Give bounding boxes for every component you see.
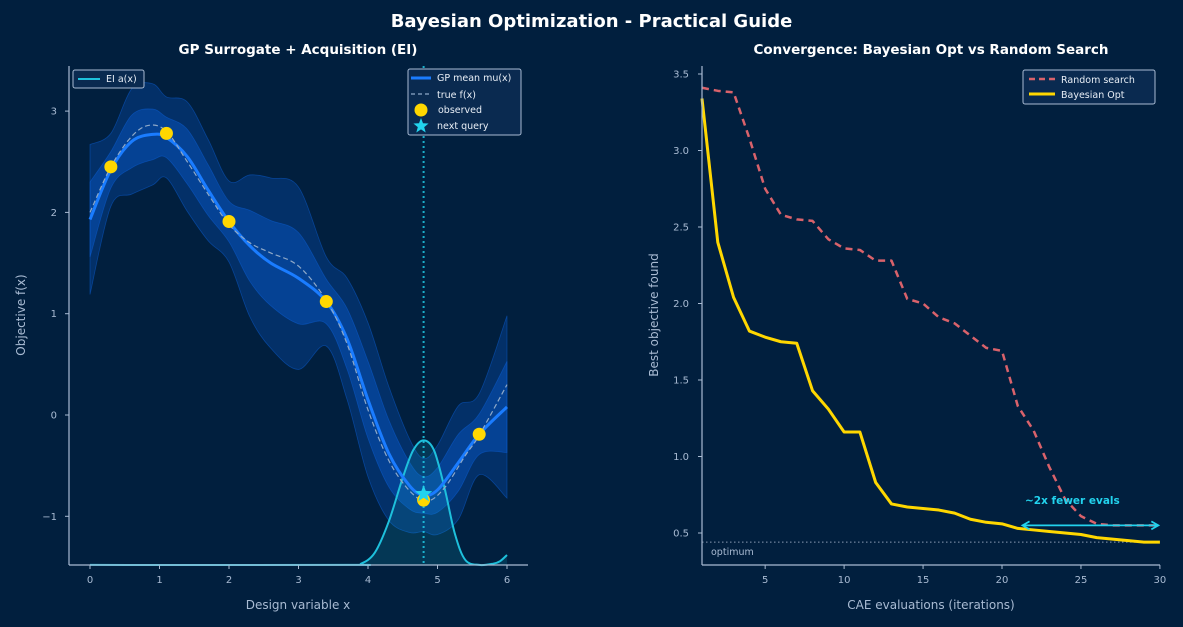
observed-point <box>472 427 486 441</box>
random-search-line <box>701 86 1160 527</box>
y-tick-label: 2.5 <box>673 223 689 234</box>
observed-point <box>104 160 118 174</box>
next-query-star <box>415 485 433 502</box>
legend-true-f-label: true f(x) <box>437 90 476 101</box>
legend-observed-marker <box>414 103 428 117</box>
x-tick-label: 5 <box>434 575 440 586</box>
y-tick-label: −1 <box>42 512 57 523</box>
annotation-text: ~2x fewer evals <box>1025 495 1120 507</box>
y-tick-label: 3.0 <box>673 146 689 157</box>
observed-point <box>159 126 173 140</box>
left-x-ticks: 0 1 2 3 4 5 6 <box>87 565 510 586</box>
figure-title: Bayesian Optimization - Practical Guide <box>390 11 793 32</box>
gp-mean-line <box>88 132 509 497</box>
left-y-ticks: −1 0 1 2 3 <box>42 107 69 523</box>
arrow-heads-icon <box>1020 520 1161 531</box>
x-tick-label: 20 <box>996 575 1009 586</box>
legend-convergence: Random search Bayesian Opt <box>1022 69 1156 105</box>
observed-point <box>222 215 236 229</box>
right-plot-area <box>700 86 1161 544</box>
legend-gp: GP mean mu(x) true f(x) observed next qu… <box>407 68 522 136</box>
y-tick-label: 0.5 <box>673 529 689 540</box>
x-tick-label: 10 <box>838 575 851 586</box>
convergence-chart: Convergence: Bayesian Opt vs Random Sear… <box>647 42 1166 612</box>
ei-fill <box>90 440 507 566</box>
y-tick-label: 2 <box>51 208 57 219</box>
legend-next-query-label: next query <box>437 121 489 132</box>
y-tick-label: 3 <box>51 107 57 118</box>
x-tick-label: 0 <box>87 575 93 586</box>
gp-confidence-band-1sigma <box>89 108 508 515</box>
true-f-line <box>89 124 508 502</box>
right-chart-title: Convergence: Bayesian Opt vs Random Sear… <box>753 42 1108 58</box>
y-tick-label: 2.0 <box>673 299 689 310</box>
legend-ei-label: EI a(x) <box>106 74 137 85</box>
x-tick-label: 6 <box>504 575 510 586</box>
right-x-label: CAE evaluations (iterations) <box>847 598 1014 612</box>
y-tick-label: 0 <box>51 411 57 422</box>
x-tick-label: 3 <box>295 575 301 586</box>
x-tick-label: 15 <box>917 575 930 586</box>
x-tick-label: 5 <box>762 575 768 586</box>
legend-bayes-label: Bayesian Opt <box>1061 90 1125 101</box>
right-y-ticks: 0.5 1.0 1.5 2.0 2.5 3.0 3.5 <box>673 70 702 540</box>
legend-star-icon <box>413 118 429 133</box>
optimum-label: optimum <box>711 547 754 558</box>
legend-random-label: Random search <box>1061 75 1135 86</box>
x-tick-label: 1 <box>156 575 162 586</box>
bayesian-opt-line <box>700 98 1160 544</box>
x-tick-label: 4 <box>365 575 371 586</box>
x-tick-label: 2 <box>226 575 232 586</box>
legend-ei: EI a(x) <box>72 69 145 89</box>
x-tick-label: 30 <box>1154 575 1167 586</box>
x-tick-label: 25 <box>1075 575 1088 586</box>
left-chart-title: GP Surrogate + Acquisition (EI) <box>179 42 418 58</box>
legend-observed-label: observed <box>438 105 482 116</box>
left-y-label: Objective f(x) <box>14 274 28 355</box>
legend-gp-mean-label: GP mean mu(x) <box>437 73 511 84</box>
right-x-ticks: 5 10 15 20 25 30 <box>762 565 1166 586</box>
y-tick-label: 1 <box>51 309 57 320</box>
left-plot-area <box>88 66 509 567</box>
observed-point <box>319 295 333 309</box>
right-y-label: Best objective found <box>647 253 661 376</box>
y-tick-label: 1.5 <box>673 376 689 387</box>
left-x-label: Design variable x <box>246 598 351 612</box>
y-tick-label: 3.5 <box>673 70 689 81</box>
y-tick-label: 1.0 <box>673 452 689 463</box>
